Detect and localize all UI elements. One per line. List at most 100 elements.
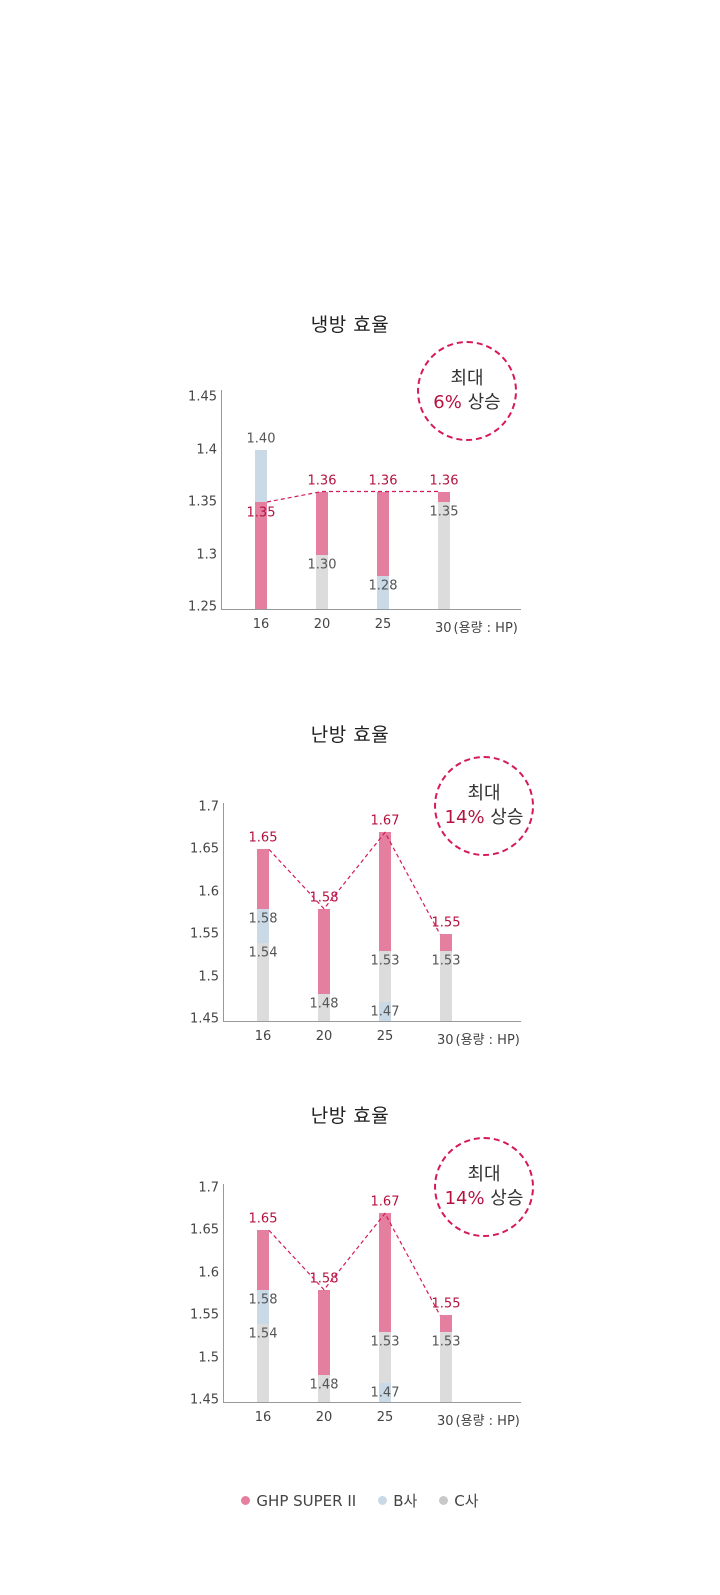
ghp-bar <box>377 491 389 576</box>
value-label: 1.55 <box>431 915 461 931</box>
x-tick-label: 30 (용량 : HP) <box>435 621 518 636</box>
badge-line1: 최대 <box>467 783 501 804</box>
ghp-bar <box>440 934 452 952</box>
legend-label: C사 <box>454 1492 479 1510</box>
ghp-bar <box>318 1289 330 1375</box>
ghp-bar <box>318 908 330 994</box>
value-label: 1.53 <box>370 953 400 969</box>
value-label: 1.28 <box>368 578 398 593</box>
x-tick-label: 16 <box>254 1410 272 1425</box>
value-label: 1.54 <box>248 1326 278 1342</box>
value-label: 1.48 <box>309 996 339 1012</box>
legend-item-ghp: GHP SUPER II <box>241 1490 356 1511</box>
y-tick-label: 1.45 <box>190 1392 219 1408</box>
x-axis <box>221 609 521 610</box>
b-bar <box>379 1383 391 1402</box>
chart-title: 냉방 효율 <box>310 314 390 336</box>
y-tick-label: 1.65 <box>190 1222 219 1238</box>
ghp-bar <box>316 491 328 555</box>
value-label: 1.67 <box>370 813 400 829</box>
ghp-bar <box>379 832 391 952</box>
legend: GHP SUPER II B사 C사 <box>0 1490 720 1511</box>
badge-line2: 14% 상승 <box>445 1187 524 1211</box>
x-axis <box>223 1402 521 1403</box>
x-tick-label: 25 <box>374 617 392 632</box>
value-label: 1.36 <box>368 473 398 488</box>
value-label: 1.53 <box>431 1334 461 1350</box>
x-tick-label: 30 (용량 : HP) <box>437 1414 520 1429</box>
c-bar <box>438 502 450 609</box>
badge-line2: 6% 상승 <box>433 391 500 415</box>
legend-label: GHP SUPER II <box>256 1491 357 1510</box>
value-label: 1.35 <box>246 505 276 521</box>
ghp-bar <box>438 491 450 502</box>
b-bar <box>377 575 389 609</box>
badge-suffix: 상승 <box>484 1188 524 1209</box>
legend-dot-icon <box>378 1496 388 1505</box>
x-tick-label: 25 <box>376 1029 394 1044</box>
x-tick-label: 25 <box>376 1410 394 1425</box>
value-label: 1.65 <box>248 830 278 846</box>
value-label: 1.53 <box>370 1334 400 1350</box>
x-tick-label: 16 <box>252 617 270 632</box>
c-bar <box>440 1332 452 1402</box>
c-bar <box>379 1332 391 1384</box>
y-tick-label: 1.35 <box>188 494 217 510</box>
x-tick-label: 20 <box>313 617 331 632</box>
y-tick-label: 1.6 <box>198 1265 219 1281</box>
value-label: 1.58 <box>309 890 339 906</box>
y-axis <box>223 1184 224 1402</box>
y-tick-label: 1.7 <box>198 1180 219 1196</box>
c-bar <box>379 951 391 1003</box>
value-label: 1.58 <box>248 1292 278 1308</box>
value-label: 1.53 <box>431 953 461 969</box>
c-bar <box>318 993 330 1021</box>
y-axis <box>221 390 222 609</box>
value-label: 1.36 <box>307 473 337 488</box>
y-tick-label: 1.65 <box>190 841 219 857</box>
value-label: 1.40 <box>246 431 276 446</box>
value-label: 1.67 <box>370 1194 400 1210</box>
y-axis <box>223 803 224 1021</box>
value-label: 1.48 <box>309 1377 339 1393</box>
badge-line1: 최대 <box>467 1164 501 1185</box>
x-tick-label: 20 <box>315 1029 333 1044</box>
legend-dot-icon <box>241 1496 251 1505</box>
badge-suffix: 상승 <box>484 807 524 828</box>
y-tick-label: 1.4 <box>196 442 217 457</box>
ghp-bar <box>257 849 269 909</box>
max-increase-badge: 최대 14% 상승 <box>434 1137 534 1237</box>
ghp-bar <box>257 1230 269 1290</box>
badge-line2: 14% 상승 <box>445 806 524 830</box>
c-bar <box>318 1374 330 1402</box>
badge-percent: 14% <box>444 1188 485 1209</box>
legend-label: B사 <box>393 1492 418 1510</box>
value-label: 1.47 <box>370 1004 400 1020</box>
chart-title: 난방 효율 <box>310 1105 390 1127</box>
y-tick-label: 1.5 <box>198 969 219 985</box>
x-unit-label: (용량 : HP) <box>455 1414 520 1429</box>
x-unit-label: (용량 : HP) <box>453 621 518 636</box>
c-bar <box>440 951 452 1021</box>
b-bar <box>257 1289 269 1324</box>
y-tick-label: 1.5 <box>198 1350 219 1366</box>
y-tick-label: 1.55 <box>190 1307 219 1323</box>
c-bar <box>316 554 328 609</box>
x-tick-label: 16 <box>254 1029 272 1044</box>
value-label: 1.65 <box>248 1211 278 1227</box>
b-bar <box>255 449 267 502</box>
legend-item-c: C사 <box>439 1490 479 1511</box>
y-tick-label: 1.6 <box>198 884 219 900</box>
value-label: 1.58 <box>309 1271 339 1287</box>
value-label: 1.36 <box>429 473 459 488</box>
x-axis <box>223 1021 521 1022</box>
ghp-bar <box>440 1315 452 1333</box>
badge-suffix: 상승 <box>461 392 501 413</box>
badge-percent: 14% <box>444 807 485 828</box>
b-bar <box>379 1002 391 1021</box>
chart-title: 난방 효율 <box>310 724 390 746</box>
value-label: 1.55 <box>431 1296 461 1312</box>
